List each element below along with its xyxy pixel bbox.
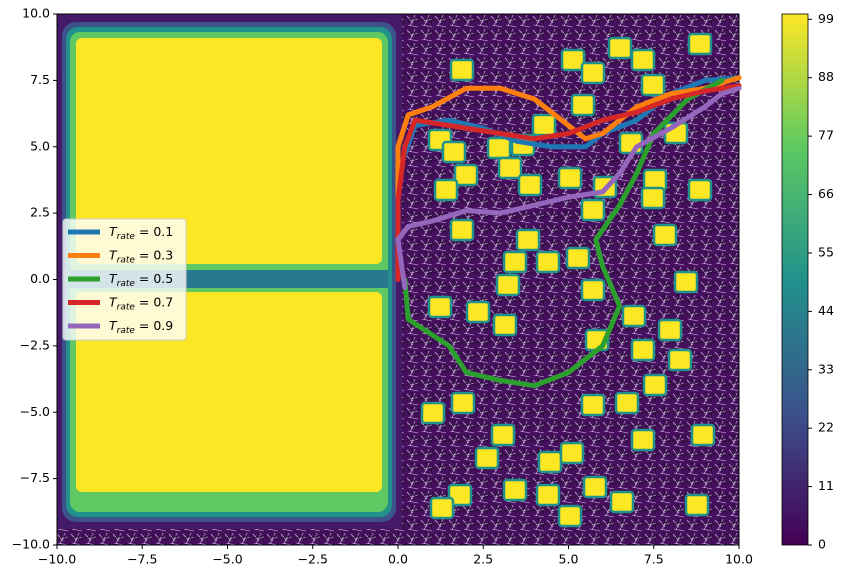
colorbar-tick-label: 22 bbox=[818, 420, 834, 435]
obstacle bbox=[657, 318, 683, 342]
obstacle bbox=[630, 428, 656, 452]
legend-label: Trate = 0.5 bbox=[109, 271, 173, 289]
x-tick-label: 2.5 bbox=[473, 552, 493, 567]
series-line bbox=[395, 83, 742, 282]
series-line bbox=[395, 85, 742, 290]
obstacle bbox=[582, 475, 608, 499]
colorbar-tick-label: 77 bbox=[818, 128, 834, 143]
obstacle bbox=[621, 304, 647, 328]
x-tick-label: 7.5 bbox=[644, 552, 664, 567]
obstacle bbox=[420, 401, 446, 425]
colorbar-tick-label: 44 bbox=[818, 303, 834, 318]
obstacle bbox=[630, 338, 656, 362]
obstacle bbox=[630, 48, 656, 72]
obstacle bbox=[495, 273, 521, 297]
obstacle bbox=[474, 446, 500, 470]
field bbox=[57, 14, 739, 545]
obstacle bbox=[607, 36, 633, 60]
obstacle bbox=[449, 58, 475, 82]
obstacle bbox=[535, 250, 561, 274]
y-tick-label: −5.0 bbox=[20, 404, 50, 419]
x-tick-label: −10.0 bbox=[38, 552, 76, 567]
obstacle bbox=[690, 423, 716, 447]
obstacle bbox=[429, 496, 455, 520]
obstacle bbox=[517, 173, 543, 197]
x-tick-label: 5.0 bbox=[559, 552, 579, 567]
obstacle bbox=[642, 373, 668, 397]
colorbar-tick-label: 0 bbox=[818, 537, 826, 552]
obstacle bbox=[687, 178, 713, 202]
obstacle bbox=[490, 423, 516, 447]
obstacle bbox=[453, 163, 479, 187]
series-line bbox=[395, 75, 742, 269]
legend-label: Trate = 0.9 bbox=[109, 318, 173, 336]
y-tick-label: −2.5 bbox=[20, 337, 50, 352]
obstacle bbox=[684, 493, 710, 517]
x-tick-label: 10.0 bbox=[725, 552, 753, 567]
obstacle bbox=[570, 93, 596, 117]
x-tick-label: −7.5 bbox=[127, 552, 157, 567]
obstacle bbox=[537, 450, 563, 474]
field-obstacles bbox=[420, 32, 716, 528]
obstacle bbox=[652, 223, 678, 247]
obstacle bbox=[447, 483, 473, 507]
obstacle bbox=[515, 228, 541, 252]
obstacle bbox=[502, 250, 528, 274]
legend-label: Trate = 0.1 bbox=[109, 224, 173, 242]
obstacle bbox=[673, 270, 699, 294]
obstacle bbox=[580, 393, 606, 417]
colorbar bbox=[781, 13, 809, 546]
obstacle bbox=[640, 186, 666, 210]
obstacle bbox=[497, 156, 523, 180]
obstacle bbox=[486, 136, 512, 160]
x-tick-label: −2.5 bbox=[298, 552, 328, 567]
obstacle bbox=[449, 218, 475, 242]
y-tick-label: 5.0 bbox=[30, 138, 50, 153]
colorbar-tick-label: 99 bbox=[818, 11, 834, 26]
y-tick-label: 7.5 bbox=[30, 72, 50, 87]
obstacle bbox=[450, 391, 476, 415]
obstacle bbox=[580, 61, 606, 85]
colorbar-tick-label: 33 bbox=[818, 361, 834, 376]
y-tick-label: 0.0 bbox=[30, 271, 50, 286]
obstacle bbox=[557, 504, 583, 528]
obstacle bbox=[640, 73, 666, 97]
series-line bbox=[402, 77, 725, 389]
x-tick-label: −5.0 bbox=[212, 552, 242, 567]
obstacle bbox=[502, 478, 528, 502]
y-tick-label: 2.5 bbox=[30, 205, 50, 220]
obstacle bbox=[565, 246, 591, 270]
obstacle bbox=[609, 490, 635, 514]
obstacle bbox=[614, 391, 640, 415]
legend-label: Trate = 0.3 bbox=[109, 247, 173, 265]
colorbar-tick-label: 66 bbox=[818, 186, 834, 201]
legend: Trate = 0.1 Trate = 0.3 Trate = 0.5 Trate =… bbox=[62, 218, 187, 341]
legend-box bbox=[62, 218, 187, 341]
field-block bbox=[57, 14, 402, 529]
obstacle bbox=[492, 313, 518, 337]
obstacle bbox=[535, 483, 561, 507]
y-tick-label: −10.0 bbox=[12, 537, 50, 552]
obstacle bbox=[441, 140, 467, 164]
colorbar-tick-label: 88 bbox=[818, 69, 834, 84]
obstacle bbox=[557, 166, 583, 190]
obstacle bbox=[559, 441, 585, 465]
colorbar-tick-label: 55 bbox=[818, 244, 834, 259]
obstacle bbox=[427, 295, 453, 319]
obstacle bbox=[580, 278, 606, 302]
obstacle bbox=[531, 113, 557, 137]
x-tick-label: 0.0 bbox=[388, 552, 408, 567]
obstacle bbox=[667, 348, 693, 372]
obstacle bbox=[687, 32, 713, 56]
y-tick-label: 10.0 bbox=[22, 6, 50, 21]
obstacle bbox=[433, 178, 459, 202]
obstacle bbox=[580, 198, 606, 222]
obstacle bbox=[465, 300, 491, 324]
colorbar-tick-label: 11 bbox=[818, 478, 834, 493]
y-tick-label: −7.5 bbox=[20, 470, 50, 485]
legend-label: Trate = 0.7 bbox=[109, 294, 173, 312]
obstacle bbox=[560, 48, 586, 72]
